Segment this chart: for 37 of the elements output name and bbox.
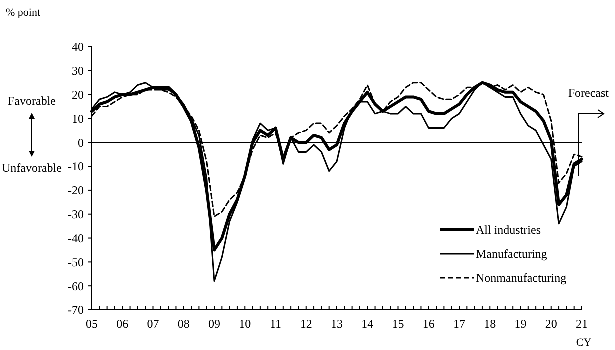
y-tick-label: -10: [68, 160, 84, 174]
x-tick-label: 12: [300, 317, 312, 331]
x-axis-title: CY: [576, 337, 592, 349]
x-tick-label: 09: [208, 317, 220, 331]
y-tick-label: 20: [72, 88, 84, 102]
x-tick-label: 10: [239, 317, 252, 331]
legend-label: All industries: [476, 223, 542, 238]
x-tick-label: 15: [392, 317, 404, 331]
x-tick-label: 18: [484, 317, 496, 331]
x-tick-label: 11: [270, 317, 282, 331]
x-tick-label: 16: [422, 317, 435, 331]
y-tick-label: -50: [68, 255, 84, 270]
y-tick-label: -70: [68, 303, 84, 318]
x-tick-label: 17: [454, 317, 466, 331]
x-tick-label: 08: [178, 317, 190, 331]
annotation: Forecast: [568, 86, 610, 100]
x-tick-label: 07: [147, 317, 160, 331]
y-tick-label: 10: [72, 112, 84, 126]
y-tick-label: -20: [68, 184, 84, 198]
y-tick-label: -60: [68, 279, 84, 294]
y-tick-label: 30: [72, 64, 84, 78]
x-tick-label: 13: [331, 317, 343, 331]
text: Unfavorable: [2, 161, 62, 175]
x-tick-label: 05: [86, 317, 98, 331]
x-tick-label: 20: [545, 317, 558, 331]
x-tick-label: 14: [362, 317, 374, 331]
x-tick-label: 21: [576, 317, 588, 331]
y-tick-label: 0: [78, 136, 84, 150]
legend-label: Nonmanufacturing: [476, 271, 567, 286]
y-tick-label: 40: [72, 40, 84, 54]
x-tick-label: 19: [514, 317, 527, 331]
y-axis-title: % point: [6, 7, 41, 19]
y-tick-label: -40: [68, 231, 84, 246]
y-tick-label: -30: [68, 208, 84, 222]
x-tick-label: 06: [116, 317, 129, 331]
text: Favorable: [8, 94, 56, 108]
legend-label: Manufacturing: [476, 247, 548, 262]
